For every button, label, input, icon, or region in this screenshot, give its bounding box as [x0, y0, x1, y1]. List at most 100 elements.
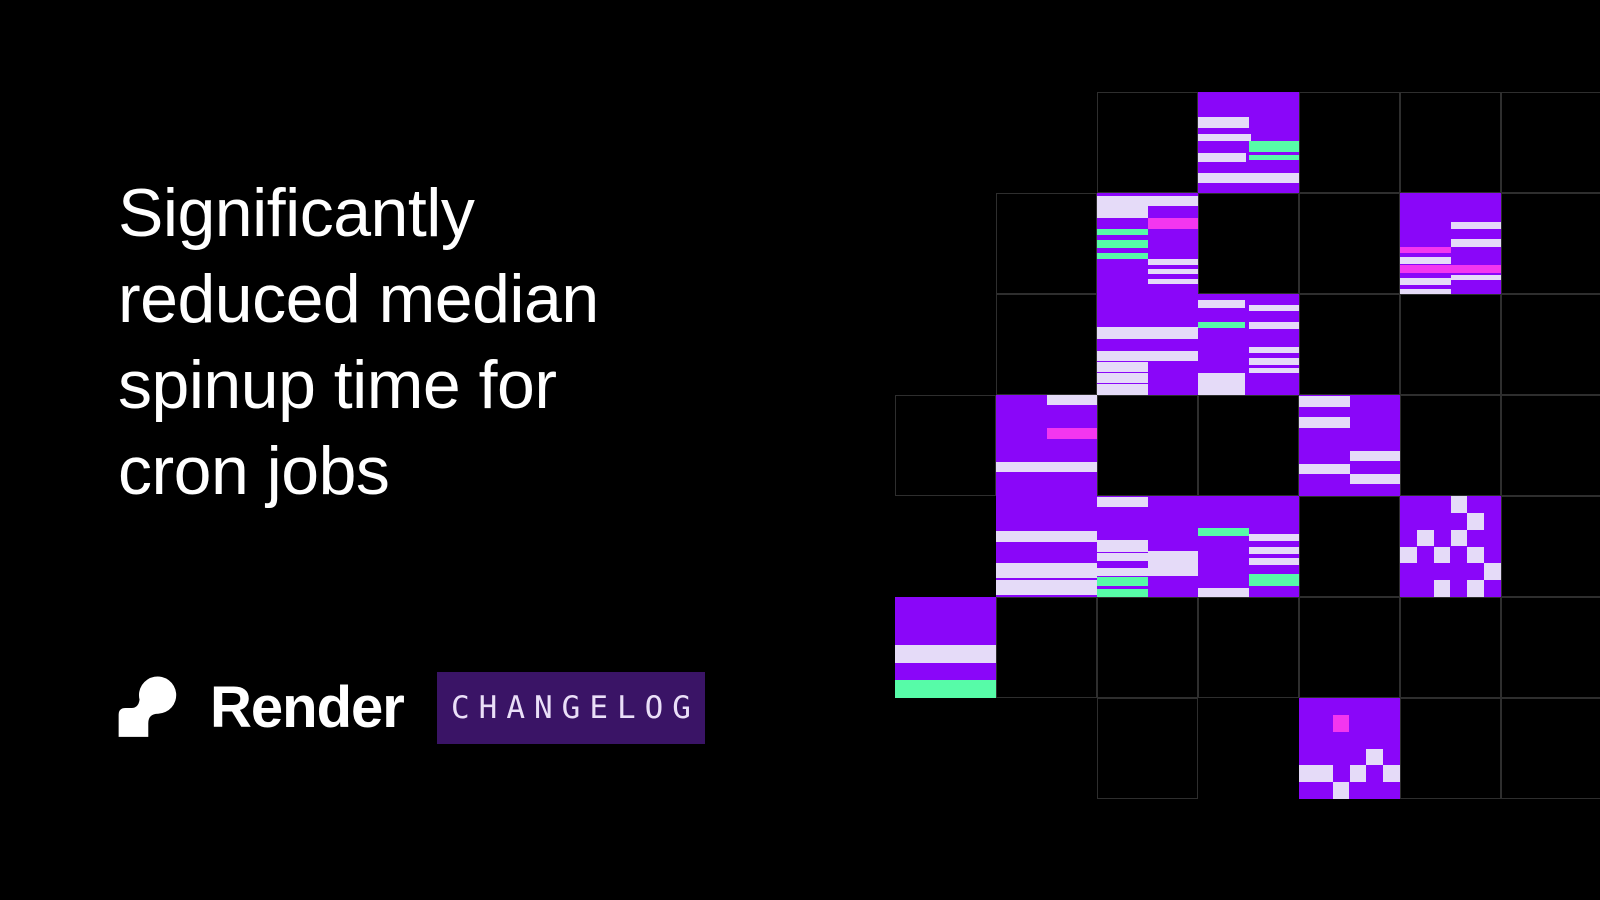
art-cell: [1400, 193, 1501, 294]
glitch-stripe: [1349, 473, 1400, 484]
art-cell: [1299, 597, 1400, 698]
art-cell: [996, 193, 1097, 294]
glitch-stripe: [895, 645, 996, 663]
glitch-stripe: [1400, 277, 1451, 285]
glitch-stripe: [1147, 218, 1198, 230]
glitch-stripe: [1198, 152, 1247, 162]
mosaic-square: [1315, 765, 1333, 783]
glitch-stripe: [1400, 264, 1501, 273]
glitch-stripe: [1097, 361, 1148, 372]
mosaic-square: [1467, 512, 1485, 530]
art-cell: [1400, 597, 1501, 698]
art-cell: [1198, 294, 1299, 395]
mosaic-square: [1450, 496, 1468, 513]
mosaic-square: [1366, 748, 1384, 766]
glitch-stripe: [1349, 450, 1400, 461]
art-cell: [1400, 496, 1501, 597]
art-cell: [895, 395, 996, 496]
glitch-stripe: [1097, 576, 1148, 586]
glitch-stripe: [1097, 240, 1148, 248]
glitch-stripe: [1248, 534, 1299, 542]
glitch-stripe: [1097, 383, 1148, 395]
mosaic-square: [1400, 546, 1417, 564]
glitch-stripe: [1400, 288, 1451, 294]
art-cell: [1299, 395, 1400, 496]
brand-wordmark: Render: [210, 675, 405, 740]
glitch-stripe: [996, 579, 1097, 595]
glitch-stripe: [1248, 573, 1299, 586]
art-cell: [1097, 395, 1198, 496]
glitch-stripe: [1450, 222, 1501, 230]
art-cell: [1501, 294, 1600, 395]
art-cell: [1400, 294, 1501, 395]
art-cell: [1097, 496, 1198, 597]
art-cell: [1501, 193, 1600, 294]
art-cell: [1198, 92, 1299, 193]
mosaic-square: [1349, 765, 1367, 783]
glitch-stripe: [996, 531, 1097, 543]
art-cell: [1097, 597, 1198, 698]
render-logo-icon: [118, 676, 177, 737]
glitch-stripe: [1147, 550, 1198, 576]
mosaic-square: [1332, 782, 1350, 799]
glitch-stripe: [1147, 258, 1198, 265]
mosaic-square: [1433, 580, 1451, 597]
glitch-stripe: [1198, 134, 1251, 142]
art-cell: [1400, 92, 1501, 193]
art-cell: [1198, 496, 1299, 597]
art-cell: [1299, 496, 1400, 597]
glitch-stripe: [1147, 268, 1198, 274]
glitch-stripe: [1400, 246, 1451, 253]
art-cell: [1198, 193, 1299, 294]
glitch-stripe: [1097, 540, 1148, 552]
glitch-stripe: [1198, 528, 1249, 537]
glitch-stripe: [1097, 196, 1198, 207]
glitch-stripe: [1097, 497, 1148, 508]
glitch-stripe: [1097, 229, 1148, 236]
glitch-stripe: [1299, 463, 1350, 474]
glitch-stripe: [1147, 278, 1198, 284]
glitch-stripe: [1198, 300, 1246, 309]
brand-row: Render: [108, 670, 405, 746]
headline: Significantly reduced median spinup time…: [118, 174, 599, 509]
glitch-art-grid: [895, 92, 1600, 799]
glitch-stripe: [1248, 154, 1299, 160]
glitch-stripe: [1400, 256, 1451, 264]
art-cell: [996, 496, 1097, 597]
art-cell: [1198, 395, 1299, 496]
glitch-stripe: [1046, 428, 1097, 440]
glitch-stripe: [1248, 557, 1299, 565]
glitch-stripe: [1046, 395, 1097, 406]
art-cell: [996, 294, 1097, 395]
glitch-stripe: [1097, 252, 1148, 259]
art-cell: [1097, 698, 1198, 799]
art-cell: [1501, 597, 1600, 698]
art-cell: [1198, 597, 1299, 698]
art-cell: [1299, 294, 1400, 395]
glitch-stripe: [996, 461, 1097, 472]
glitch-stripe: [1198, 372, 1246, 395]
glitch-stripe: [1248, 546, 1299, 554]
glitch-stripe: [1248, 141, 1299, 152]
mosaic-square: [1467, 580, 1485, 597]
glitch-stripe: [1097, 350, 1198, 361]
glitch-stripe: [1198, 587, 1249, 597]
mosaic-square: [1433, 546, 1451, 564]
glitch-stripe: [1248, 367, 1299, 373]
glitch-stripe: [1097, 327, 1198, 340]
mosaic-square: [1467, 546, 1485, 564]
mosaic-square: [1416, 529, 1434, 547]
glitch-stripe: [1299, 396, 1350, 408]
art-cell: [996, 597, 1097, 698]
glitch-stripe: [1299, 417, 1350, 429]
art-cell: [1501, 395, 1600, 496]
glitch-stripe: [1198, 322, 1246, 329]
mosaic-square: [1332, 714, 1350, 732]
art-cell: [1501, 92, 1600, 193]
glitch-stripe: [1097, 588, 1148, 597]
glitch-stripe: [1097, 552, 1148, 561]
glitch-stripe: [996, 562, 1097, 578]
glitch-stripe: [1248, 305, 1299, 312]
art-cell: [1299, 92, 1400, 193]
mosaic-square: [1383, 765, 1400, 783]
